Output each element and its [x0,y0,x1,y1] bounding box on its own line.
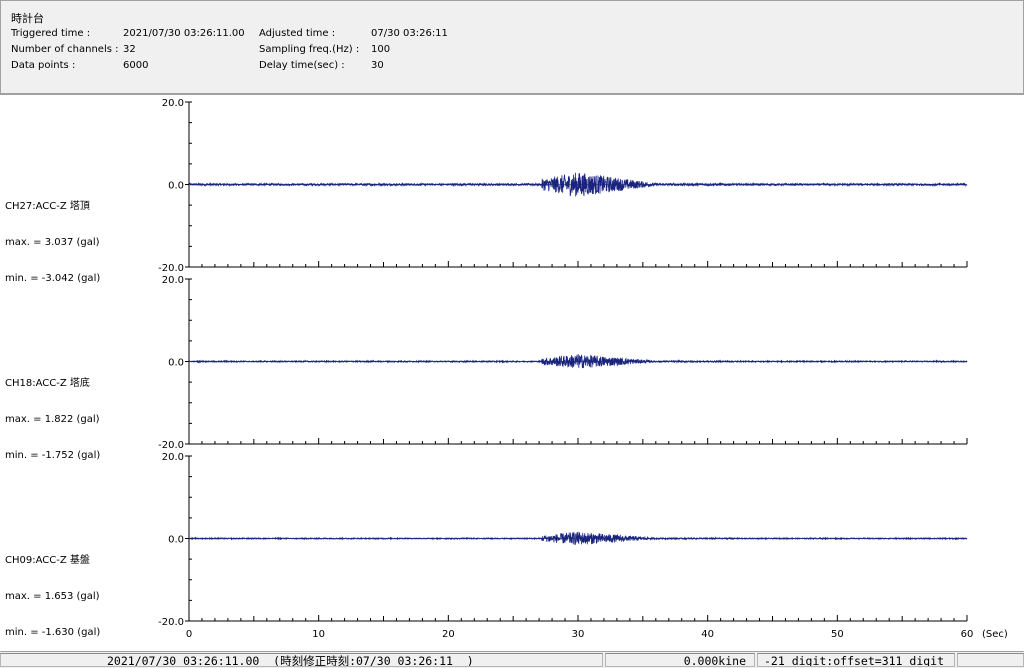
y-tick-label: -20.0 [158,263,184,274]
status-time: 2021/07/30 03:26:11.00 (時刻修正時刻:07/30 03:… [0,653,603,667]
x-tick-label: 20 [442,629,455,640]
channel-max: max. = 1.822 (gal) [5,414,100,425]
triggered-time-value: 2021/07/30 03:26:11.00 [123,28,245,39]
x-tick-label: 60 [961,629,974,640]
y-tick-label: 20.0 [162,452,184,463]
channel-max: max. = 1.653 (gal) [5,591,100,602]
data-points-label: Data points : [11,60,76,71]
waveform-line [188,172,968,197]
y-tick-label: -20.0 [158,440,184,451]
status-bar: 2021/07/30 03:26:11.00 (時刻修正時刻:07/30 03:… [0,651,1024,668]
channels-label: Number of channels : [11,44,119,55]
status-empty-pane [957,653,1024,667]
channels-value: 32 [123,44,136,55]
waveform-line [188,531,968,545]
x-tick-label: 10 [312,629,325,640]
y-tick-label: -20.0 [158,617,184,628]
channel-name: CH09:ACC-Z 基盤 [5,555,90,566]
channel-min: min. = -1.752 (gal) [5,450,101,461]
data-points-value: 6000 [123,60,149,71]
station-title: 時計台 [11,12,44,25]
adjusted-time-value: 07/30 03:26:11 [371,28,448,39]
channel-min: min. = -1.630 (gal) [5,627,101,638]
sampling-freq-label: Sampling freq.(Hz) : [259,44,360,55]
x-tick-label: 0 [186,629,192,640]
x-tick-label: 30 [572,629,585,640]
x-tick-label: 50 [831,629,844,640]
info-header: 時計台 Triggered time : 2021/07/30 03:26:11… [0,0,1024,94]
channel-info-1: CH27:ACC-Z 塔頂 max. = 3.037 (gal) min. = … [5,177,100,309]
delay-time-value: 30 [371,60,384,71]
channel-info-3: CH09:ACC-Z 基盤 max. = 1.653 (gal) min. = … [5,531,100,663]
waveform-line [188,354,968,369]
x-tick-label: 40 [701,629,714,640]
y-tick-label: 0.0 [168,358,184,369]
channel-max: max. = 3.037 (gal) [5,237,100,248]
channel-min: min. = -3.042 (gal) [5,273,101,284]
triggered-time-label: Triggered time : [11,28,91,39]
y-tick-label: 20.0 [162,98,184,109]
channel-name: CH27:ACC-Z 塔頂 [5,201,90,212]
waveform-plot-area: 20.0 0.0 -20.0 20.0 0.0 -20.0 20.0 0.0 -20.0 0 10 2… [0,94,1024,652]
sampling-freq-value: 100 [371,44,391,55]
y-tick-label: 20.0 [162,275,184,286]
channel-info-2: CH18:ACC-Z 塔底 max. = 1.822 (gal) min. = … [5,354,100,486]
status-velocity: 0.000kine [605,653,755,667]
delay-time-label: Delay time(sec) : [259,60,345,71]
adjusted-time-label: Adjusted time : [259,28,336,39]
y-tick-label: 0.0 [168,181,184,192]
status-digit: -21 digit:offset=311 digit [757,653,955,667]
x-axis-label: (Sec) [982,629,1008,640]
waveform-chart: 20.00.0-20.020.00.0-20.020.00.0-20.00 10 2… [158,98,1008,640]
channel-name: CH18:ACC-Z 塔底 [5,378,90,389]
y-tick-label: 0.0 [168,535,184,546]
